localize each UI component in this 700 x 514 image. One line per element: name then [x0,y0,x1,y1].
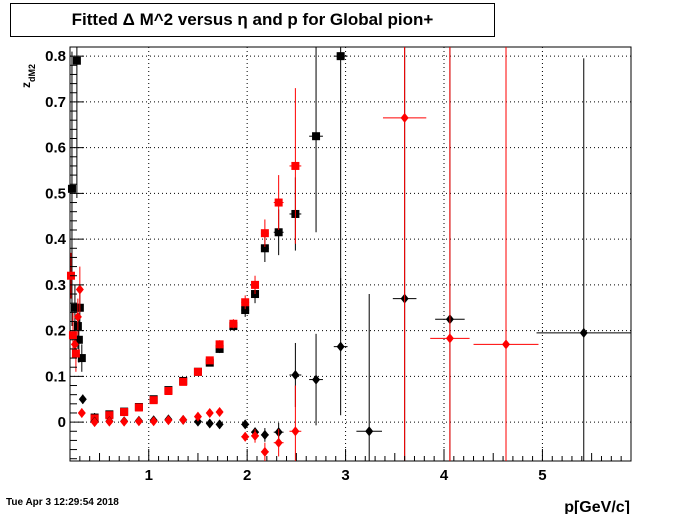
data-point-square [291,161,300,170]
data-point-diamond [215,407,224,418]
x-tick-label: 3 [341,467,349,484]
data-point-diamond [260,446,269,457]
y-tick-label: 0.3 [45,277,66,294]
data-point-square [229,319,238,328]
data-point-square [312,132,321,141]
data-point-square [70,303,79,312]
grid-lines [70,47,631,461]
axes: 1 2 3 4 5 0 0.1 0.2 0.3 0.4 0.5 0.6 0.7 0.8 [45,46,632,484]
data-point-square [68,331,77,340]
y-axis-label: zdM2 [19,64,37,88]
data-point-diamond [90,417,99,428]
data-point-diamond [336,341,345,352]
data-point-diamond [400,112,409,123]
data-point-diamond [78,394,87,405]
y-tick-label: 0.8 [45,48,66,65]
y-tick-label: 0.6 [45,140,66,157]
data-point-diamond [73,311,82,322]
x-tick-label: 4 [440,467,449,484]
x-tick-label: 1 [145,467,153,484]
chart-title: Fitted Δ M^2 versus η and p for Global p… [10,3,495,37]
y-axis-label-main: z [19,82,33,88]
data-point-diamond [260,429,269,440]
data-point-square [241,306,250,315]
data-point-diamond [445,333,454,344]
data-point-diamond [241,431,250,442]
data-point-square [164,387,173,396]
data-point-square [74,335,83,344]
data-point-square [67,184,76,193]
data-point-diamond [149,416,158,427]
data-point-diamond [291,426,300,437]
y-tick-label: 0.4 [45,231,67,248]
data-point-square [120,408,129,417]
data-point-square [77,354,86,363]
data-point-square [215,344,224,353]
data-point-square [215,340,224,349]
x-tick-label: 2 [243,467,251,484]
data-point-diamond [75,284,84,295]
data-point-diamond [77,407,86,418]
series-3 [70,47,539,461]
x-tick-label: 5 [538,467,546,484]
data-point-diamond [70,339,79,350]
y-tick-label: 0.1 [45,368,66,385]
data-points [66,47,631,461]
data-point-diamond [105,416,114,427]
data-point-square [72,56,81,65]
data-point-square [179,377,188,386]
data-point-diamond [164,415,173,426]
data-point-square [105,411,114,420]
y-tick-label: 0.2 [45,323,66,340]
data-point-square [241,298,250,307]
y-tick-label: 0 [58,414,66,431]
data-point-diamond [193,416,202,427]
data-point-diamond [365,426,374,437]
data-point-diamond [274,437,283,448]
data-point-square [134,403,143,412]
data-point-square [251,280,260,289]
data-point-diamond [579,327,588,338]
data-point-diamond [193,411,202,422]
data-point-diamond [502,339,511,350]
data-point-diamond [205,418,214,429]
data-point-diamond [179,414,188,425]
y-tick-label: 0.7 [45,94,66,111]
data-point-diamond [312,374,321,385]
data-point-square [336,52,345,61]
data-point-square [193,367,202,376]
data-point-diamond [120,416,129,427]
data-point-square [71,349,80,358]
data-point-diamond [291,369,300,380]
data-point-square [274,198,283,207]
data-point-diamond [215,419,224,430]
data-point-square [274,228,283,237]
data-point-square [260,229,269,238]
data-point-diamond [251,430,260,441]
data-point-square [205,356,214,365]
timestamp: Tue Apr 3 12:29:54 2018 [6,497,119,508]
x-axis-label: p[GeV/c] [564,499,630,514]
data-point-diamond [205,407,214,418]
y-axis-label-sub: dM2 [27,64,37,82]
data-point-diamond [134,416,143,427]
data-point-square [149,396,158,405]
data-point-square [260,244,269,253]
plot-frame [69,46,632,462]
y-tick-label: 0.5 [45,185,66,202]
data-point-diamond [241,419,250,430]
